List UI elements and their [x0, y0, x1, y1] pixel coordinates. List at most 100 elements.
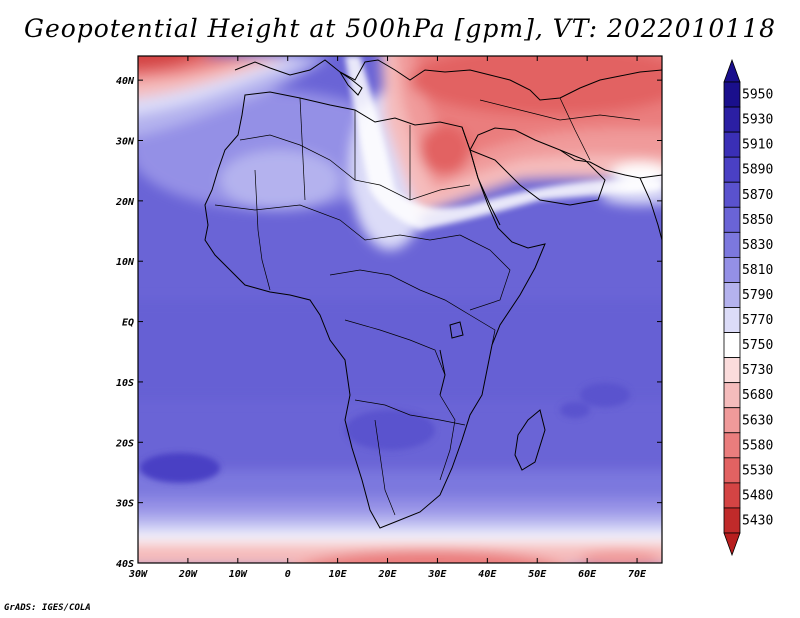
colorbar-swatch [723, 357, 741, 384]
field-trough-northeast-5 [420, 125, 470, 175]
y-tick-label: 40N [116, 76, 135, 87]
colorbar-label: 5680 [742, 388, 773, 403]
colorbar-swatch [723, 256, 741, 283]
colorbar-swatch [723, 382, 741, 409]
colorbar-label: 5790 [742, 288, 773, 303]
border-algeria [299, 97, 306, 201]
lake-victoria [449, 321, 464, 339]
grads-credit: GrADS: IGES/COLA [4, 603, 91, 613]
field-trough-south [307, 550, 553, 563]
border-namibia-botswana [374, 419, 396, 516]
field-detail-north-ridge [345, 56, 662, 230]
colorbar-label: 5910 [742, 138, 773, 153]
colorbar-label: 5430 [742, 513, 773, 528]
x-tick-label: 40E [478, 569, 497, 580]
mediterranean-italy [339, 71, 363, 96]
x-tick-label: 60E [578, 569, 597, 580]
border-east-africa [469, 314, 496, 346]
y-axis-ticks: 40N 30N 20N 10N EQ 10S 20S 30S 40S [115, 76, 662, 570]
colorbar-swatch [723, 206, 741, 233]
x-tick-label: 50E [528, 569, 547, 580]
colorbar-swatch [723, 131, 741, 158]
colorbar-swatch [723, 106, 741, 133]
map-plot-area [138, 56, 662, 563]
y-tick-label: 30N [115, 137, 135, 148]
colorbar-label: 5810 [742, 263, 773, 278]
colorbar-label: 5850 [742, 213, 773, 228]
colorbar-bottom-arrow [723, 532, 741, 557]
field-high-southern-africa [345, 410, 435, 450]
colorbar-swatch [723, 332, 741, 359]
colorbar-swatch [723, 156, 741, 183]
field-band-tropics [138, 300, 662, 400]
x-axis-ticks: 30W 20W 10W 0 10E 20E 30E 40E 50E 60E 70E [128, 56, 647, 580]
map-title: Geopotential Height at 500hPa [gpm], VT:… [23, 14, 777, 43]
border-congo [344, 319, 446, 376]
colorbar-label: 5930 [742, 113, 773, 128]
colorbar-label: 5830 [742, 238, 773, 253]
field-band-south-1 [138, 470, 662, 500]
field-band-south-4 [138, 526, 662, 538]
field-high-madagascar [560, 402, 590, 418]
y-tick-label: 10S [116, 378, 134, 389]
height-field-fill [138, 56, 662, 563]
colorbar-swatch [723, 432, 741, 459]
y-tick-label: EQ [122, 318, 134, 329]
colorbar-label: 5730 [742, 363, 773, 378]
coastlines [204, 59, 662, 529]
x-tick-label: 20E [377, 569, 397, 580]
madagascar [514, 409, 546, 471]
field-band-south-3 [138, 514, 662, 528]
border-iran [559, 97, 591, 161]
border-southern-africa [354, 399, 466, 426]
colorbar-top-arrow [723, 58, 741, 83]
colorbar-swatch [723, 457, 741, 484]
country-borders [214, 97, 641, 516]
colorbar-label: 5580 [742, 438, 773, 453]
field-trough-northwest-5 [138, 56, 202, 70]
colorbar-swatch [723, 482, 741, 509]
field-high-indian-ocean [580, 383, 630, 407]
x-tick-label: 0 [285, 569, 291, 580]
europe-coast [234, 59, 662, 101]
border-west-africa [254, 169, 271, 291]
y-tick-label: 10N [116, 257, 135, 268]
field-band-south-2 [138, 498, 662, 516]
colorbar-swatch [723, 407, 741, 434]
field-band-south-5 [138, 536, 662, 544]
colorbar-swatch [723, 282, 741, 308]
field-ridge-sahara-1 [138, 90, 410, 210]
field-ridge-sahara-2 [220, 150, 340, 210]
colorbar-label: 5530 [742, 463, 773, 478]
field-trough-south-se [580, 550, 660, 563]
india-coast [639, 177, 662, 241]
colorbar-label: 5750 [742, 338, 773, 353]
colorbar-label: 5890 [742, 163, 773, 178]
colorbar-swatch [723, 307, 741, 333]
border-middle-east [479, 99, 641, 121]
map-frame [137, 55, 663, 564]
colorbar-label: 5480 [742, 488, 773, 503]
x-tick-label: 10W [229, 569, 248, 580]
colorbar-swatch [723, 231, 741, 258]
y-tick-label: 30S [115, 499, 134, 510]
colorbar-label: 5870 [742, 188, 773, 203]
red-sea [461, 126, 501, 226]
x-tick-label: 20W [178, 569, 198, 580]
border-ethiopia [459, 234, 511, 311]
y-tick-label: 40S [116, 559, 134, 570]
colorbar: 5950 5930 5910 5890 5870 5850 5830 5810 5790 5770… [723, 58, 773, 557]
colorbar-label: 5950 [742, 88, 773, 103]
border-sahel [214, 204, 461, 241]
africa-coastline [204, 91, 546, 529]
y-tick-label: 20N [115, 197, 135, 208]
colorbar-label: 5770 [742, 313, 773, 328]
x-tick-label: 10E [329, 569, 348, 580]
x-tick-label: 70E [628, 569, 647, 580]
y-tick-label: 20S [115, 438, 134, 449]
x-tick-label: 30E [427, 569, 447, 580]
colorbar-swatch [723, 81, 741, 108]
height-field-details [140, 56, 662, 483]
colorbar-swatch [723, 181, 741, 208]
